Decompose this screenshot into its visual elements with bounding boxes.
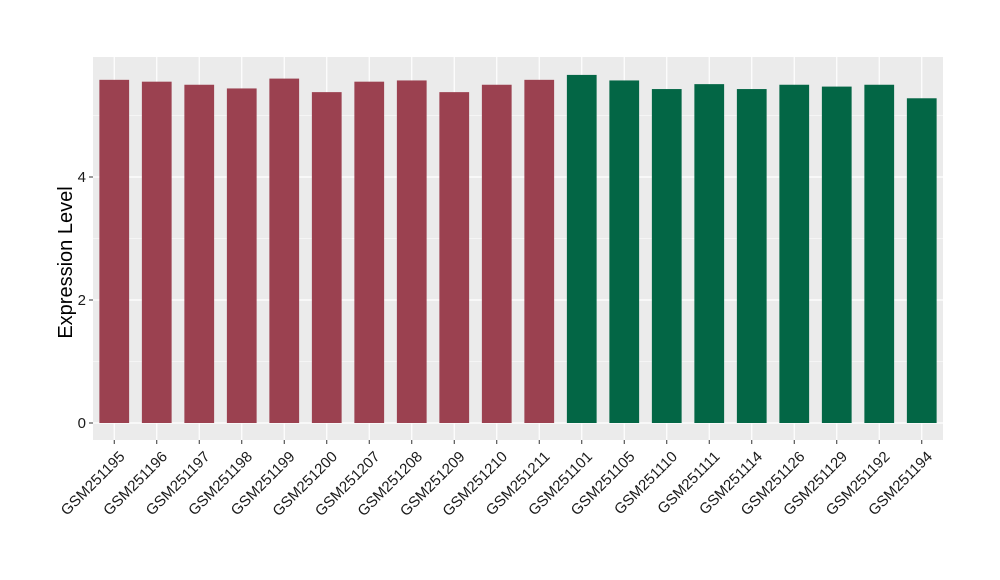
bar-GSM251129 (821, 86, 852, 423)
bar-GSM251198 (226, 88, 257, 423)
bar-GSM251114 (736, 89, 767, 424)
y-axis-title: Expression Level (55, 186, 77, 338)
bar-GSM251207 (354, 81, 385, 424)
bar-GSM251197 (184, 84, 215, 423)
bars (99, 74, 937, 424)
bar-GSM251192 (864, 84, 895, 423)
bar-GSM251208 (396, 80, 427, 423)
bar-GSM251101 (566, 74, 597, 423)
bar-GSM251126 (779, 84, 810, 423)
bar-GSM251209 (439, 92, 470, 423)
plot-panel (93, 57, 943, 440)
y-tick-label: 2 (78, 292, 86, 309)
bar-GSM251105 (609, 80, 640, 423)
bar-GSM251110 (651, 89, 682, 424)
y-tick-label: 0 (78, 415, 86, 432)
bar-GSM251196 (141, 81, 172, 424)
bar-GSM251194 (906, 98, 937, 423)
bar-GSM251200 (311, 92, 342, 423)
bar-GSM251199 (269, 78, 300, 423)
y-axis: 0 2 4 (78, 169, 93, 432)
bar-GSM251210 (481, 84, 512, 423)
y-tick-label: 4 (78, 169, 86, 186)
x-axis: GSM251195GSM251196GSM251197GSM251198GSM2… (58, 440, 936, 520)
bar-GSM251111 (694, 84, 725, 423)
bar-GSM251195 (99, 79, 130, 423)
bar-GSM251211 (524, 79, 555, 423)
